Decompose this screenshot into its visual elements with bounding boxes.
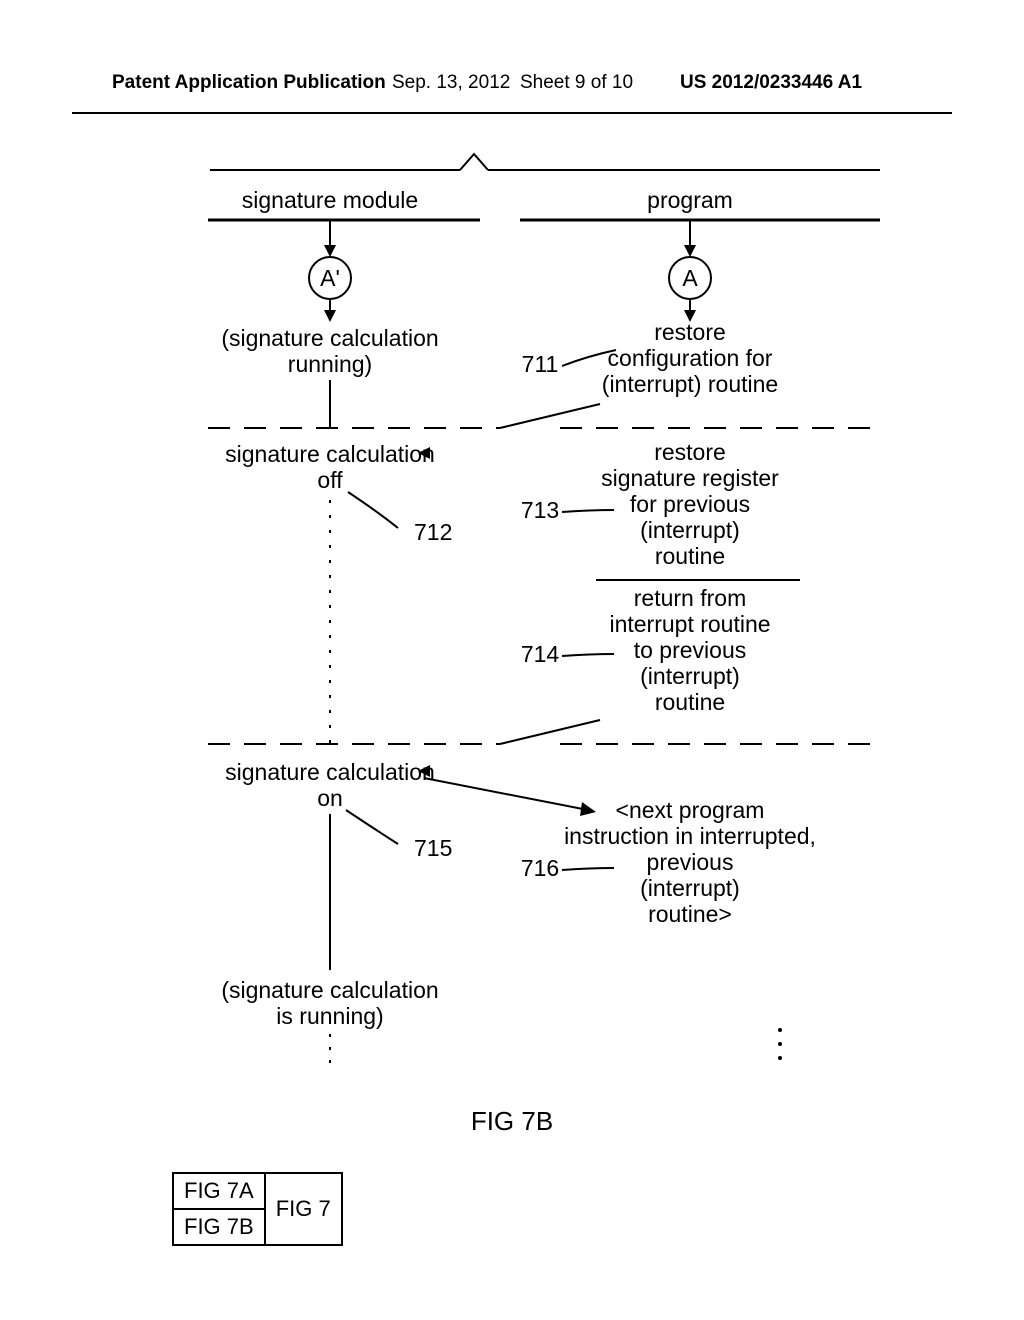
sheet-number: Sheet 9 of 10 [520, 72, 633, 94]
pub-date: Sep. 13, 2012 [392, 72, 510, 94]
step716-line2: instruction in interrupted, [564, 823, 816, 849]
leader-714 [562, 654, 614, 656]
leader-712 [348, 492, 398, 528]
ref-716: 716 [521, 855, 559, 881]
flowchart-diagram: signature module program A' A (signature… [0, 150, 1024, 1250]
sig-on-line2: on [317, 785, 343, 811]
ref-714: 714 [521, 641, 560, 667]
step716-line1: <next program [616, 797, 765, 823]
step716-line5: routine> [648, 901, 732, 927]
figure-caption: FIG 7B [471, 1106, 553, 1136]
step711-line1: restore [654, 319, 726, 345]
arrow-out-left-circle [324, 299, 336, 322]
step713-line1: restore [654, 439, 726, 465]
step716-line4: (interrupt) [640, 875, 740, 901]
step716-line3: previous [647, 849, 734, 875]
slant-row2 [500, 720, 600, 744]
sig-is-running-line1: (signature calculation [221, 977, 438, 1003]
sig-off-line1: signature calculation [225, 441, 435, 467]
page-break-notch [210, 154, 880, 170]
sig-on-line1: signature calculation [225, 759, 435, 785]
step711-line2: configuration for [608, 345, 773, 371]
step713-line4: (interrupt) [640, 517, 740, 543]
sig-running-line2: running) [288, 351, 372, 377]
step713-line3: for previous [630, 491, 750, 517]
step714-line2: interrupt routine [609, 611, 770, 637]
pub-label: Patent Application Publication [112, 72, 386, 94]
step714-line1: return from [634, 585, 746, 611]
sig-off-line2: off [317, 467, 343, 493]
connector-right-label: A [682, 265, 698, 291]
figure-key-main: FIG 7 [265, 1173, 342, 1245]
figure-key-box: FIG 7A FIG 7 FIG 7B [172, 1172, 343, 1246]
step714-line3: to previous [634, 637, 747, 663]
arrow-to-716 [424, 778, 588, 810]
slant-row1 [500, 404, 600, 428]
pub-number: US 2012/0233446 A1 [680, 72, 862, 94]
connector-left-label: A' [320, 265, 340, 291]
step714-line4: (interrupt) [640, 663, 740, 689]
leader-715 [346, 810, 398, 844]
ref-712: 712 [414, 519, 452, 545]
leader-716 [562, 868, 614, 870]
arrow-into-left-circle [324, 220, 336, 257]
ref-711: 711 [522, 351, 559, 377]
step714-line5: routine [655, 689, 725, 715]
figure-key-b: FIG 7B [173, 1209, 265, 1245]
sig-running-line1: (signature calculation [221, 325, 438, 351]
leader-713 [562, 510, 614, 512]
step713-line2: signature register [601, 465, 779, 491]
header-rule [72, 112, 952, 114]
step713-line5: routine [655, 543, 725, 569]
ref-713: 713 [521, 497, 559, 523]
figure-key-a: FIG 7A [173, 1173, 265, 1209]
col-left-title: signature module [242, 187, 418, 213]
col-right-title: program [647, 187, 733, 213]
step711-line3: (interrupt) routine [602, 371, 778, 397]
arrow-into-right-circle [684, 220, 696, 257]
sig-is-running-line2: is running) [276, 1003, 383, 1029]
ref-715: 715 [414, 835, 452, 861]
